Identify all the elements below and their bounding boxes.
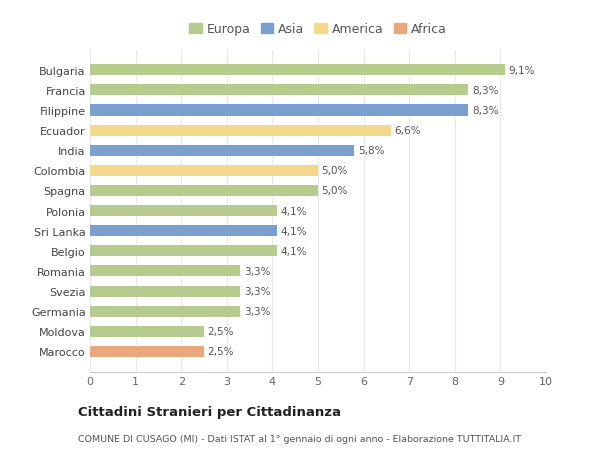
Legend: Europa, Asia, America, Africa: Europa, Asia, America, Africa	[184, 18, 452, 41]
Text: COMUNE DI CUSAGO (MI) - Dati ISTAT al 1° gennaio di ogni anno - Elaborazione TUT: COMUNE DI CUSAGO (MI) - Dati ISTAT al 1°…	[78, 434, 521, 442]
Bar	[90, 266, 241, 277]
Bar	[90, 246, 277, 257]
Text: 6,6%: 6,6%	[395, 126, 421, 136]
Bar	[90, 165, 318, 177]
Bar	[90, 226, 277, 237]
Bar	[90, 105, 469, 116]
Text: 4,1%: 4,1%	[281, 226, 307, 236]
Text: 2,5%: 2,5%	[208, 347, 234, 357]
Text: 3,3%: 3,3%	[244, 286, 271, 297]
Text: 8,3%: 8,3%	[472, 106, 499, 116]
Bar	[90, 306, 241, 317]
Text: 3,3%: 3,3%	[244, 266, 271, 276]
Bar	[90, 346, 204, 357]
Text: 5,8%: 5,8%	[358, 146, 385, 156]
Bar	[90, 125, 391, 136]
Text: 4,1%: 4,1%	[281, 206, 307, 216]
Text: 2,5%: 2,5%	[208, 327, 234, 336]
Text: 3,3%: 3,3%	[244, 307, 271, 317]
Bar	[90, 286, 241, 297]
Bar	[90, 206, 277, 217]
Text: Cittadini Stranieri per Cittadinanza: Cittadini Stranieri per Cittadinanza	[78, 405, 341, 419]
Text: 9,1%: 9,1%	[509, 66, 535, 76]
Bar	[90, 85, 469, 96]
Bar	[90, 326, 204, 337]
Text: 4,1%: 4,1%	[281, 246, 307, 256]
Bar	[90, 146, 355, 157]
Text: 8,3%: 8,3%	[472, 86, 499, 95]
Text: 5,0%: 5,0%	[322, 186, 348, 196]
Bar	[90, 65, 505, 76]
Bar	[90, 185, 318, 196]
Text: 5,0%: 5,0%	[322, 166, 348, 176]
